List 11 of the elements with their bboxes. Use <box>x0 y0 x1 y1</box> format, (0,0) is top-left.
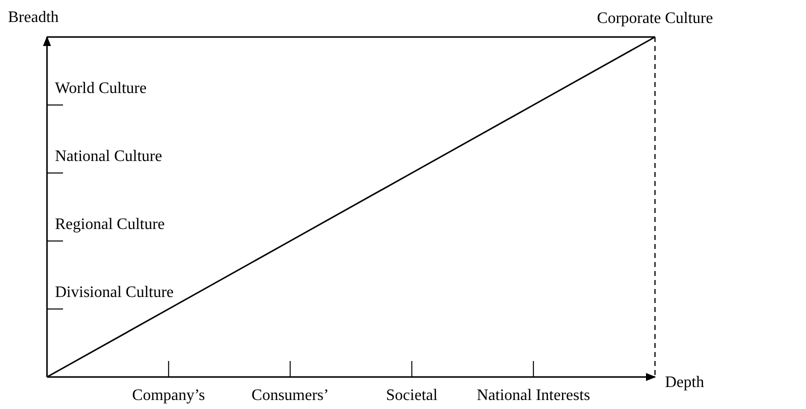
x-tick-label: Societal <box>386 387 438 404</box>
x-tick-label: National Interests <box>476 387 590 404</box>
annotation: National Culture <box>55 148 162 165</box>
x-axis-title: Depth <box>665 374 704 391</box>
x-tick-label: Company’s <box>132 387 206 404</box>
annotation: Divisional Culture <box>55 284 174 301</box>
annotation: Corporate Culture <box>597 10 713 27</box>
annotation: World Culture <box>55 80 147 97</box>
annotation: Regional Culture <box>55 216 165 233</box>
x-tick-label: Consumers’ <box>252 387 329 404</box>
y-axis-title: Breadth <box>8 9 59 26</box>
